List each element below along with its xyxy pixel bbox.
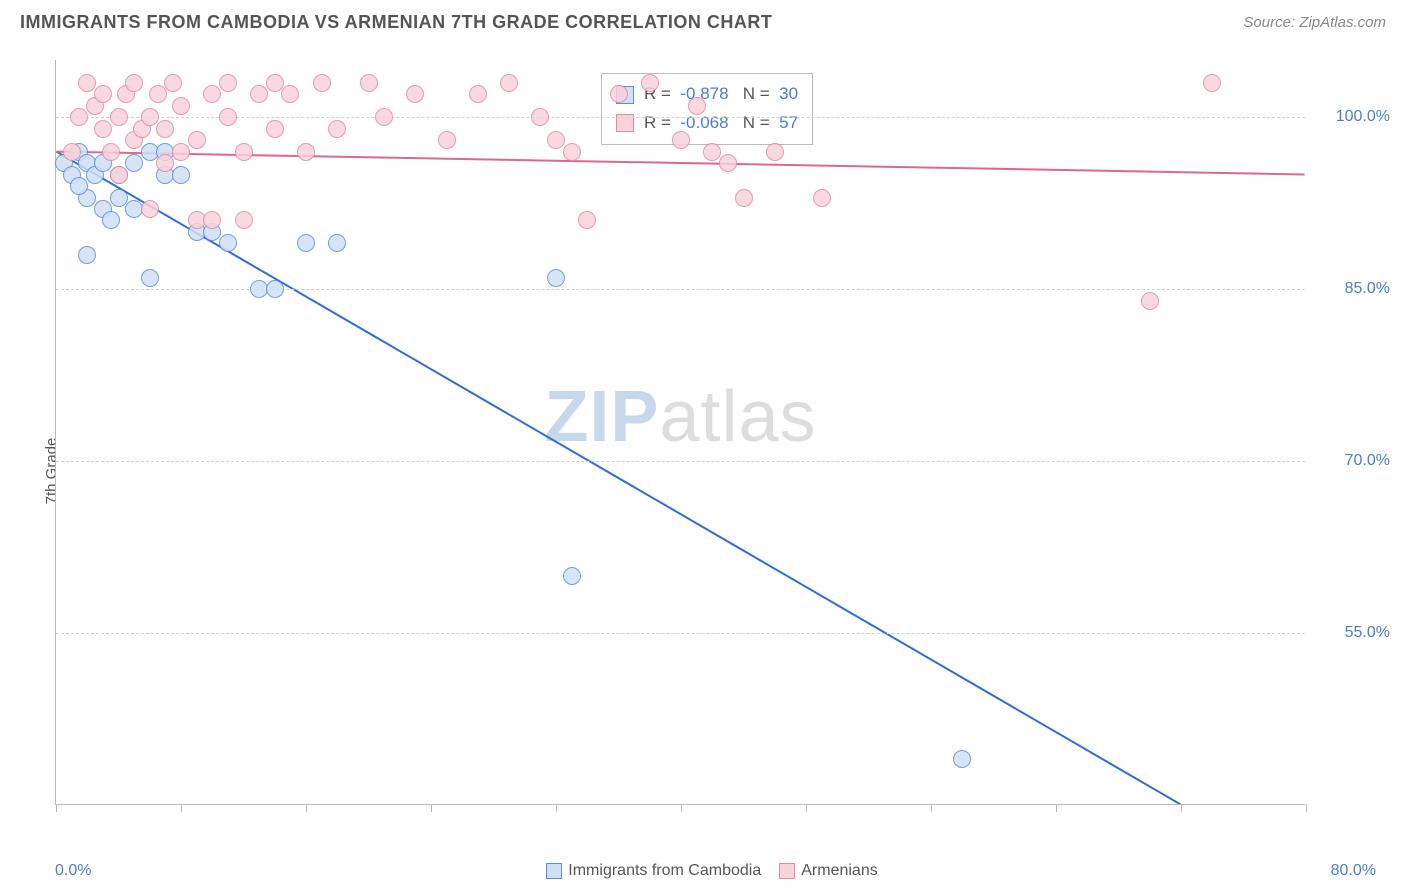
data-point bbox=[328, 234, 346, 252]
data-point bbox=[164, 74, 182, 92]
gridline bbox=[56, 633, 1305, 634]
data-point bbox=[360, 74, 378, 92]
data-point bbox=[219, 234, 237, 252]
x-tick bbox=[556, 804, 557, 812]
data-point bbox=[188, 131, 206, 149]
data-point bbox=[578, 211, 596, 229]
data-point bbox=[266, 120, 284, 138]
data-point bbox=[766, 143, 784, 161]
data-point bbox=[102, 211, 120, 229]
data-point bbox=[531, 108, 549, 126]
data-point bbox=[141, 269, 159, 287]
x-tick bbox=[431, 804, 432, 812]
gridline bbox=[56, 117, 1305, 118]
data-point bbox=[156, 154, 174, 172]
legend-row: R = -0.068 N = 57 bbox=[616, 109, 798, 138]
data-point bbox=[70, 108, 88, 126]
data-point bbox=[219, 74, 237, 92]
data-point bbox=[125, 74, 143, 92]
plot-area: ZIPatlas R = -0.878 N = 30R = -0.068 N =… bbox=[55, 60, 1305, 805]
data-point bbox=[172, 166, 190, 184]
legend-swatch bbox=[546, 863, 562, 879]
data-point bbox=[235, 143, 253, 161]
data-point bbox=[672, 131, 690, 149]
y-tick-label: 85.0% bbox=[1345, 280, 1390, 298]
data-point bbox=[719, 154, 737, 172]
data-point bbox=[266, 280, 284, 298]
data-point bbox=[469, 85, 487, 103]
source-attribution: Source: ZipAtlas.com bbox=[1243, 14, 1386, 31]
data-point bbox=[563, 567, 581, 585]
data-point bbox=[547, 131, 565, 149]
data-point bbox=[156, 120, 174, 138]
data-point bbox=[250, 85, 268, 103]
data-point bbox=[172, 97, 190, 115]
data-point bbox=[94, 85, 112, 103]
data-point bbox=[63, 143, 81, 161]
data-point bbox=[703, 143, 721, 161]
gridline bbox=[56, 461, 1305, 462]
data-point bbox=[375, 108, 393, 126]
data-point bbox=[102, 143, 120, 161]
data-point bbox=[438, 131, 456, 149]
data-point bbox=[1141, 292, 1159, 310]
data-point bbox=[953, 750, 971, 768]
data-point bbox=[500, 74, 518, 92]
x-tick bbox=[931, 804, 932, 812]
data-point bbox=[172, 143, 190, 161]
data-point bbox=[328, 120, 346, 138]
legend-label: Armenians bbox=[801, 862, 877, 879]
data-point bbox=[219, 108, 237, 126]
data-point bbox=[641, 74, 659, 92]
data-point bbox=[141, 108, 159, 126]
x-tick bbox=[306, 804, 307, 812]
trendlines-layer bbox=[56, 60, 1305, 804]
data-point bbox=[563, 143, 581, 161]
data-point bbox=[94, 120, 112, 138]
watermark: ZIPatlas bbox=[544, 376, 816, 458]
data-point bbox=[735, 189, 753, 207]
data-point bbox=[297, 143, 315, 161]
data-point bbox=[406, 85, 424, 103]
data-point bbox=[110, 189, 128, 207]
data-point bbox=[688, 97, 706, 115]
x-tick bbox=[1306, 804, 1307, 812]
y-tick-label: 55.0% bbox=[1345, 624, 1390, 642]
gridline bbox=[56, 289, 1305, 290]
data-point bbox=[125, 154, 143, 172]
x-tick bbox=[56, 804, 57, 812]
data-point bbox=[610, 85, 628, 103]
data-point bbox=[297, 234, 315, 252]
chart-container: 7th Grade ZIPatlas R = -0.878 N = 30R = … bbox=[0, 50, 1406, 892]
data-point bbox=[313, 74, 331, 92]
data-point bbox=[149, 85, 167, 103]
data-point bbox=[266, 74, 284, 92]
y-tick-label: 70.0% bbox=[1345, 452, 1390, 470]
x-tick bbox=[1181, 804, 1182, 812]
x-tick bbox=[1056, 804, 1057, 812]
chart-title: IMMIGRANTS FROM CAMBODIA VS ARMENIAN 7TH… bbox=[20, 12, 772, 33]
data-point bbox=[547, 269, 565, 287]
data-point bbox=[281, 85, 299, 103]
data-point bbox=[78, 74, 96, 92]
series-legend: Immigrants from Cambodia Armenians bbox=[0, 862, 1406, 880]
data-point bbox=[203, 85, 221, 103]
data-point bbox=[78, 246, 96, 264]
data-point bbox=[141, 200, 159, 218]
data-point bbox=[110, 108, 128, 126]
data-point bbox=[203, 211, 221, 229]
legend-label: Immigrants from Cambodia bbox=[568, 862, 761, 879]
legend-swatch bbox=[779, 863, 795, 879]
correlation-legend: R = -0.878 N = 30R = -0.068 N = 57 bbox=[601, 73, 813, 145]
x-tick bbox=[806, 804, 807, 812]
data-point bbox=[1203, 74, 1221, 92]
data-point bbox=[70, 177, 88, 195]
x-tick bbox=[181, 804, 182, 812]
y-tick-label: 100.0% bbox=[1336, 108, 1390, 126]
data-point bbox=[813, 189, 831, 207]
x-tick bbox=[681, 804, 682, 812]
data-point bbox=[235, 211, 253, 229]
data-point bbox=[110, 166, 128, 184]
